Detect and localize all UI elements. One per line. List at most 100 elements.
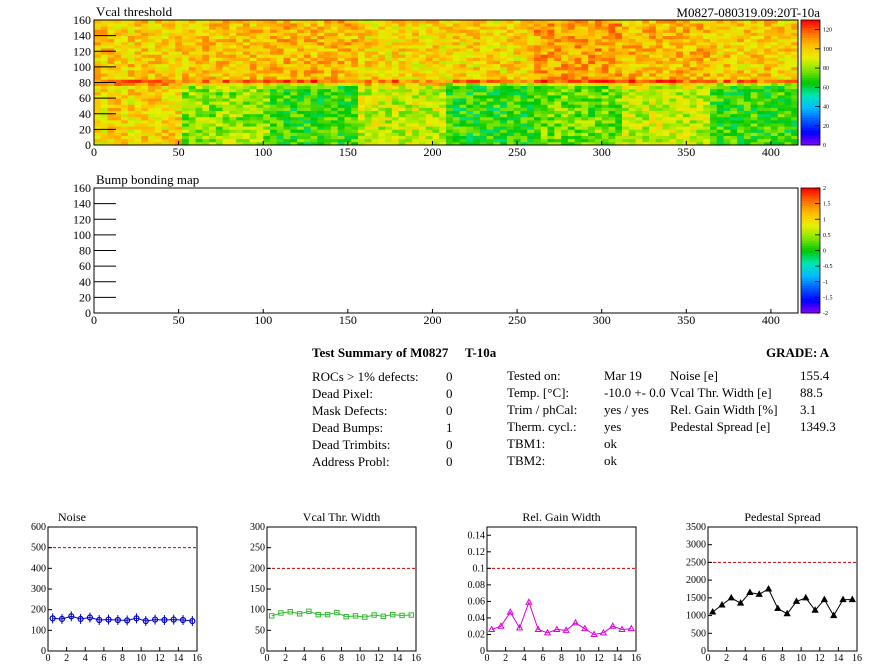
defect-value: 0	[446, 454, 453, 469]
x-tick-label: 6	[761, 653, 766, 664]
x-tick-label: 12	[155, 653, 165, 664]
defect-label: Dead Trimbits:	[312, 437, 391, 452]
plot-title: Vcal Thr. Width	[303, 510, 380, 524]
data-point	[268, 613, 275, 619]
x-tick-label: 0	[706, 653, 711, 664]
defect-label: Dead Pixel:	[312, 386, 374, 401]
y-tick-label: 2000	[686, 575, 706, 586]
condition-label: Temp. [°C]:	[507, 385, 570, 400]
x-tick-label: 200	[423, 145, 441, 159]
x-tick-label: 14	[612, 653, 622, 664]
x-tick-label: 14	[392, 653, 402, 664]
palette-tick-label: 80	[823, 66, 829, 72]
y-tick-label: 0.08	[468, 580, 486, 591]
y-tick-label: 100	[250, 605, 265, 616]
y-tick-label: 400	[31, 563, 46, 574]
condition-label: TBM1:	[507, 436, 546, 451]
data-point	[764, 584, 773, 592]
x-tick-label: 2	[283, 653, 288, 664]
data-point	[114, 616, 121, 624]
condition-value: yes	[604, 419, 622, 434]
y-tick-label: 140	[73, 197, 91, 211]
data-point	[179, 616, 187, 624]
defect-label: Address Probl:	[312, 454, 390, 469]
defect-value: 1	[446, 420, 453, 435]
data-point	[727, 593, 735, 601]
y-tick-label: 100	[73, 228, 91, 242]
data-point	[380, 613, 387, 619]
plot-frame	[266, 526, 417, 652]
condition-value: -10.0 +- 0.0	[604, 385, 666, 400]
x-tick-label: 6	[320, 653, 325, 664]
series-line	[712, 588, 853, 617]
x-tick-label: 0	[91, 313, 97, 327]
y-tick-label: 200	[31, 605, 46, 616]
plot-pedestal-spread: Pedestal Spread 0 500 1000 1500 2000 2500 3000 3…	[686, 510, 862, 664]
y-tick-label: 300	[250, 522, 265, 533]
condition-value: yes / yes	[604, 402, 649, 417]
y-tick-label: 100	[31, 625, 46, 636]
data-point	[553, 625, 561, 633]
data-point	[324, 611, 331, 618]
y-tick-label: 40	[79, 275, 91, 289]
module-id: M0827-080319.09:20T-10a	[676, 5, 820, 20]
palette-tick-label: 2	[823, 186, 826, 192]
result-value: 3.1	[800, 402, 817, 417]
y-tick-label: 1000	[686, 611, 706, 622]
result-value: 1349.3	[800, 419, 836, 434]
x-tick-label: 50	[173, 145, 185, 159]
x-tick-label: 14	[173, 653, 183, 664]
plot-frame	[707, 526, 858, 652]
x-tick-label: 0	[485, 653, 490, 664]
y-tick-label: 160	[73, 181, 91, 195]
map-frame	[93, 187, 799, 314]
data-point	[590, 630, 598, 637]
y-tick-label: 80	[79, 76, 91, 90]
data-point	[627, 624, 635, 632]
data-point	[133, 615, 140, 622]
series-line	[52, 615, 193, 622]
data-point	[562, 626, 570, 633]
condition-value: Mar 19	[604, 368, 642, 383]
x-tick-label: 0	[91, 145, 97, 159]
data-point	[170, 616, 177, 623]
defect-value: 0	[446, 403, 453, 418]
palette-tick-label: 0	[823, 249, 826, 255]
x-tick-label: 400	[762, 145, 780, 159]
result-label: Pedestal Spread [e]	[670, 419, 771, 434]
plot-rel-gain-width: Rel. Gain Width 0 0.02 0.04 0.06 0.08 0.1 0.12 0…	[468, 510, 642, 664]
x-tick-label: 8	[339, 653, 344, 664]
condition-value: ok	[604, 453, 617, 468]
data-point	[736, 599, 745, 606]
x-tick-label: 2	[724, 653, 729, 664]
defect-label: Dead Bumps:	[312, 420, 384, 435]
data-point	[848, 595, 856, 603]
data-point	[746, 588, 754, 596]
y-tick-label: 0.12	[468, 547, 486, 558]
x-tick-label: 250	[508, 313, 526, 327]
palette-tick-label: -1	[823, 280, 828, 286]
palette-tick-label: 1.5	[823, 202, 831, 208]
x-tick-label: 2	[503, 653, 508, 664]
x-tick-label: 6	[101, 653, 106, 664]
data-point	[802, 593, 810, 601]
palette-tick-label: 60	[823, 85, 829, 91]
data-point	[189, 617, 196, 625]
y-tick-label: 0.06	[468, 596, 486, 607]
data-point	[709, 608, 717, 615]
data-point	[49, 615, 56, 622]
y-tick-label: 60	[79, 91, 91, 105]
data-point	[399, 612, 405, 619]
x-tick-label: 16	[192, 653, 202, 664]
color-palette: -2 -1.5 -1 -0.5 0 0.5 1 1.5 2	[800, 186, 833, 317]
data-point	[599, 628, 608, 636]
x-tick-label: 0	[46, 653, 51, 664]
x-tick-label: 14	[833, 653, 843, 664]
condition-label: Trim / phCal:	[507, 402, 578, 417]
x-tick-label: 12	[594, 653, 604, 664]
data-point	[774, 604, 782, 611]
x-tick-label: 16	[411, 653, 421, 664]
x-tick-label: 8	[120, 653, 125, 664]
data-point	[68, 613, 75, 620]
